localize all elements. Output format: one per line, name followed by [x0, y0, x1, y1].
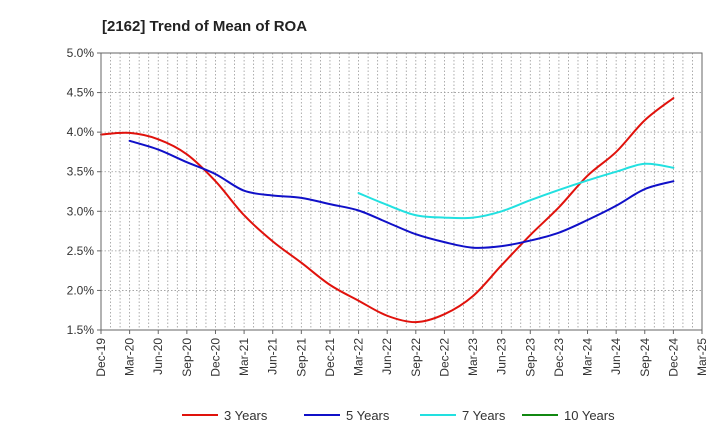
- legend-label-5-years: 5 Years: [346, 408, 390, 423]
- legend-label-10-years: 10 Years: [564, 408, 615, 423]
- x-tick-label: Dec-24: [666, 338, 680, 377]
- series-line-3-years: [100, 97, 675, 324]
- y-tick-label: 5.0%: [67, 46, 95, 60]
- x-tick-label: Jun-24: [609, 338, 623, 375]
- x-tick-label: Dec-22: [437, 338, 451, 377]
- plot-background: [101, 53, 702, 330]
- x-tick-label: Dec-19: [94, 338, 108, 377]
- x-tick-label: Sep-22: [409, 338, 423, 377]
- y-tick-label: 4.0%: [67, 125, 95, 139]
- x-tick-label: Mar-21: [237, 338, 251, 376]
- y-tick-label: 3.0%: [67, 204, 95, 218]
- x-tick-label: Mar-20: [123, 338, 137, 376]
- x-tick-label: Dec-23: [552, 338, 566, 377]
- y-tick-label: 4.5%: [67, 86, 95, 100]
- plot-area: [101, 53, 702, 330]
- x-tick-label: Sep-20: [180, 338, 194, 377]
- y-tick-label: 3.5%: [67, 165, 95, 179]
- x-tick-label: Sep-23: [523, 338, 537, 377]
- series-line-5-years: [128, 139, 675, 249]
- chart-title: [2162] Trend of Mean of ROA: [102, 18, 307, 35]
- plot-frame: [100, 52, 703, 331]
- x-tick-label: Mar-23: [466, 338, 480, 376]
- x-tick-label: Sep-24: [638, 338, 652, 377]
- grid-lines: [101, 52, 702, 331]
- x-tick-label: Sep-21: [294, 338, 308, 377]
- legend-label-7-years: 7 Years: [462, 408, 506, 423]
- legend: 3 Years 5 Years 7 Years 10 Years: [182, 408, 615, 423]
- x-tick-label: Jun-21: [266, 338, 280, 375]
- x-tick-label: Dec-20: [208, 338, 222, 377]
- axes: 1.5% 2.0% 2.5% 3.0% 3.5% 4.0% 4.5% 5.0% Dec-19 Ma…: [67, 46, 709, 377]
- y-tick-label: 2.0%: [67, 283, 95, 297]
- x-tick-label: Jun-22: [380, 338, 394, 375]
- x-tick-label: Jun-23: [495, 338, 509, 375]
- x-tick-label: Mar-22: [352, 338, 366, 376]
- series-line-7-years: [357, 162, 675, 220]
- x-tick-label: Mar-25: [695, 338, 709, 376]
- x-tick-label: Dec-21: [323, 338, 337, 377]
- x-tick-label: Jun-20: [151, 338, 165, 375]
- y-tick-label: 1.5%: [67, 323, 95, 337]
- y-tick-label: 2.5%: [67, 244, 95, 258]
- series-lines: [100, 97, 675, 324]
- x-tick-label: Mar-24: [581, 338, 595, 376]
- legend-label-3-years: 3 Years: [224, 408, 268, 423]
